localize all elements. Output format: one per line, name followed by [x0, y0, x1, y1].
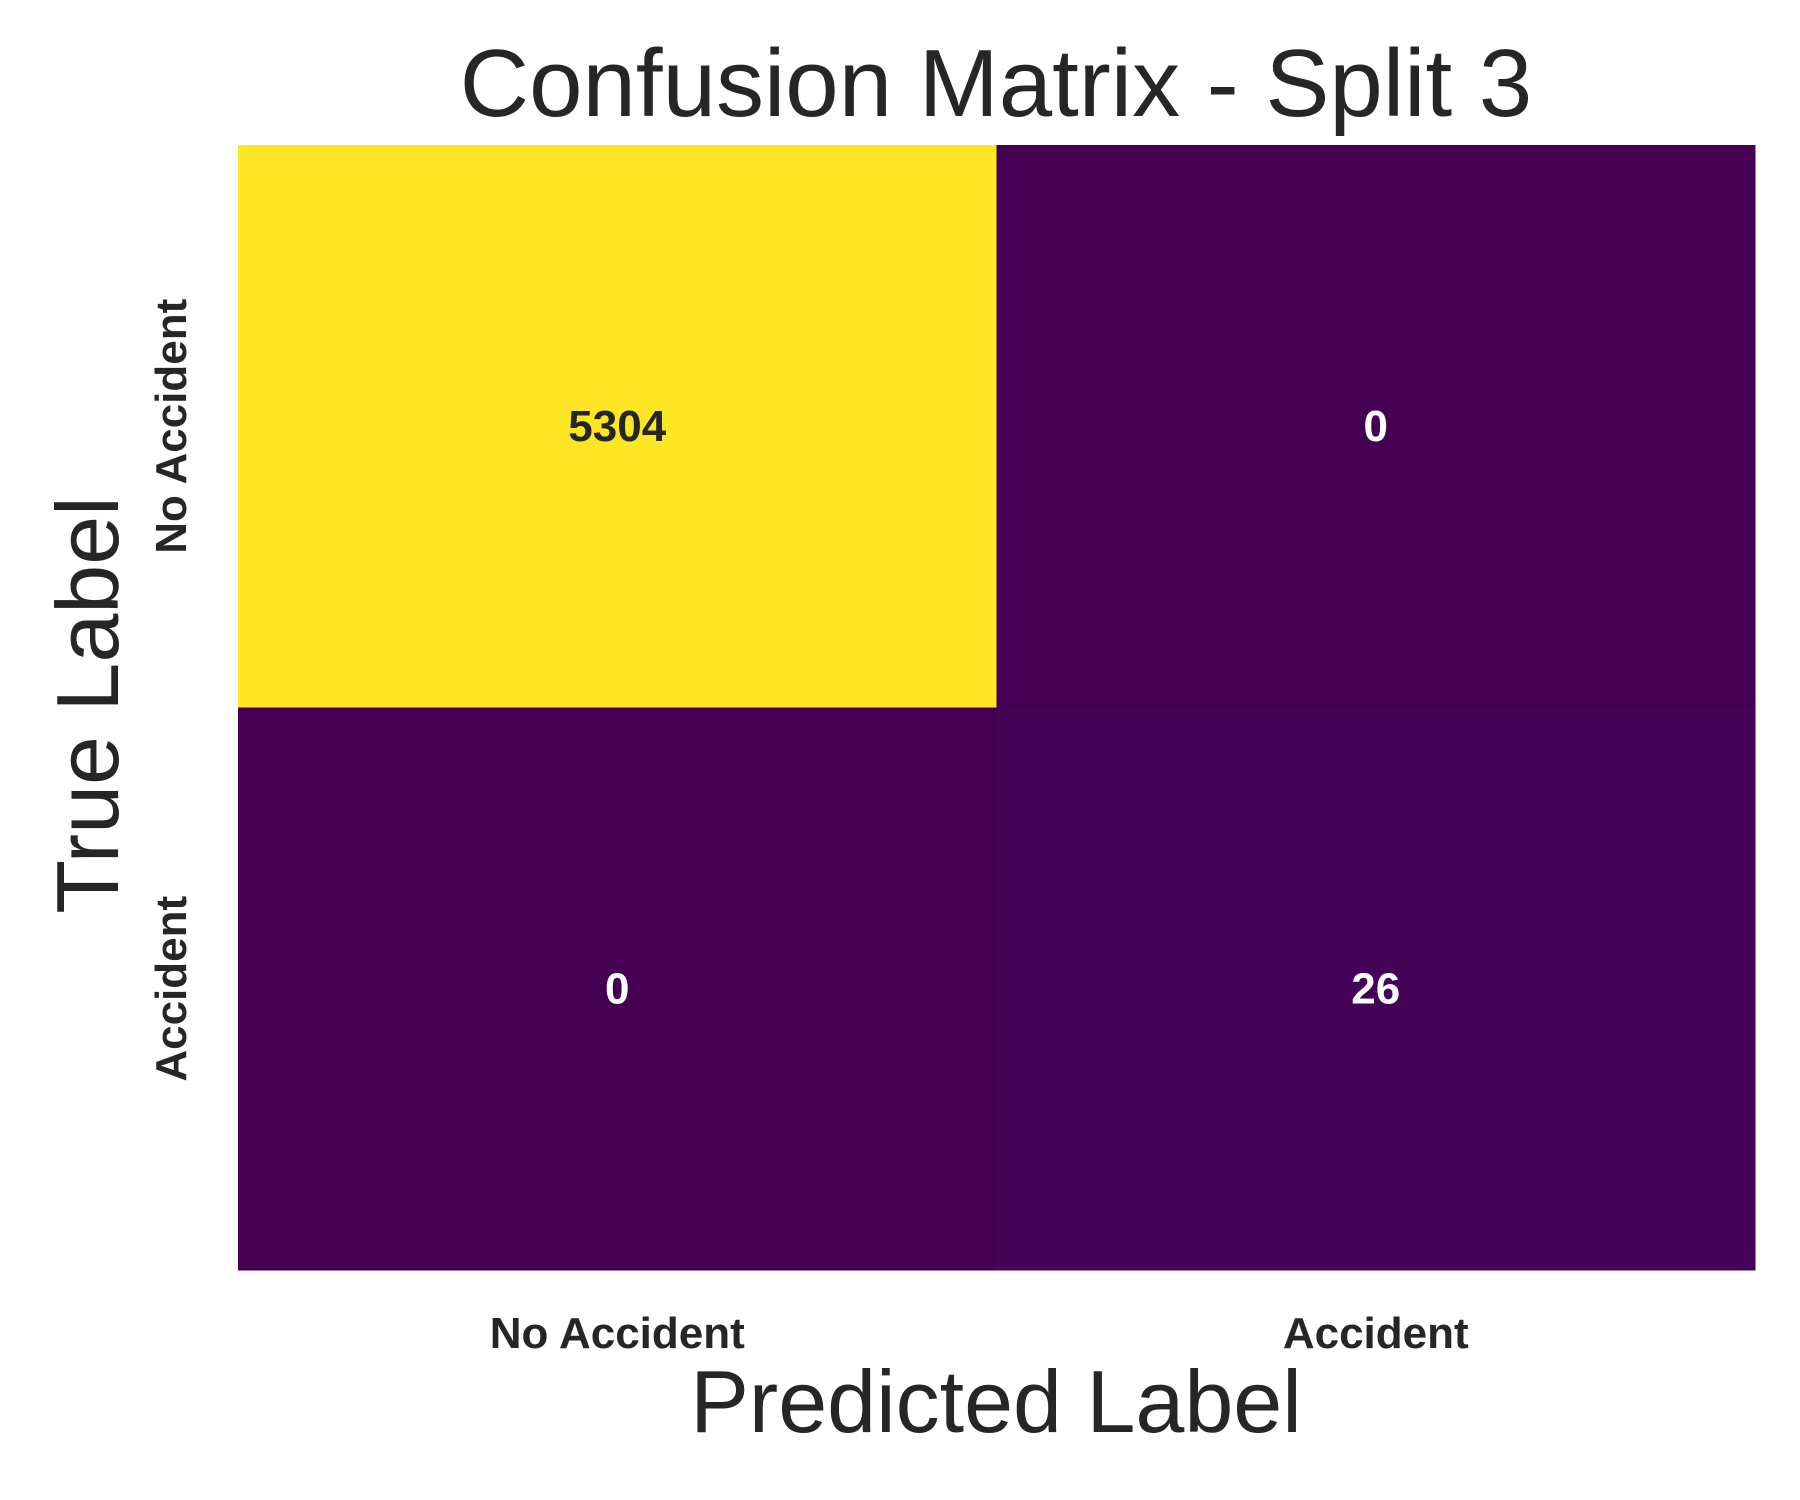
- y-axis-label: True Label: [38, 496, 137, 913]
- heatmap-cells: [238, 145, 1756, 1271]
- heatmap-cell-r0-c0: [238, 145, 997, 708]
- heatmap-cell-r0-c1: [996, 145, 1756, 708]
- x-axis-ticks: No Accident Accident: [490, 1309, 1469, 1358]
- x-tick-label-0: No Accident: [490, 1309, 745, 1358]
- cell-value-r0-c0: 5304: [568, 402, 666, 451]
- cell-value-r1-c0: 0: [605, 964, 629, 1013]
- heatmap-cell-labels: 5304 0 0 26: [568, 402, 1400, 1014]
- y-tick-label-1: Accident: [147, 895, 196, 1081]
- y-tick-label-0: No Accident: [147, 298, 196, 553]
- heatmap-cell-r1-c1: [996, 707, 1756, 1271]
- x-axis-label: Predicted Label: [690, 1352, 1302, 1451]
- y-axis-ticks: No Accident Accident: [147, 298, 196, 1081]
- x-tick-label-1: Accident: [1283, 1309, 1469, 1358]
- heatmap-cell-r1-c0: [238, 707, 997, 1271]
- cell-value-r0-c1: 0: [1364, 402, 1388, 451]
- cell-value-r1-c1: 26: [1351, 964, 1400, 1013]
- chart-title: Confusion Matrix - Split 3: [460, 30, 1532, 137]
